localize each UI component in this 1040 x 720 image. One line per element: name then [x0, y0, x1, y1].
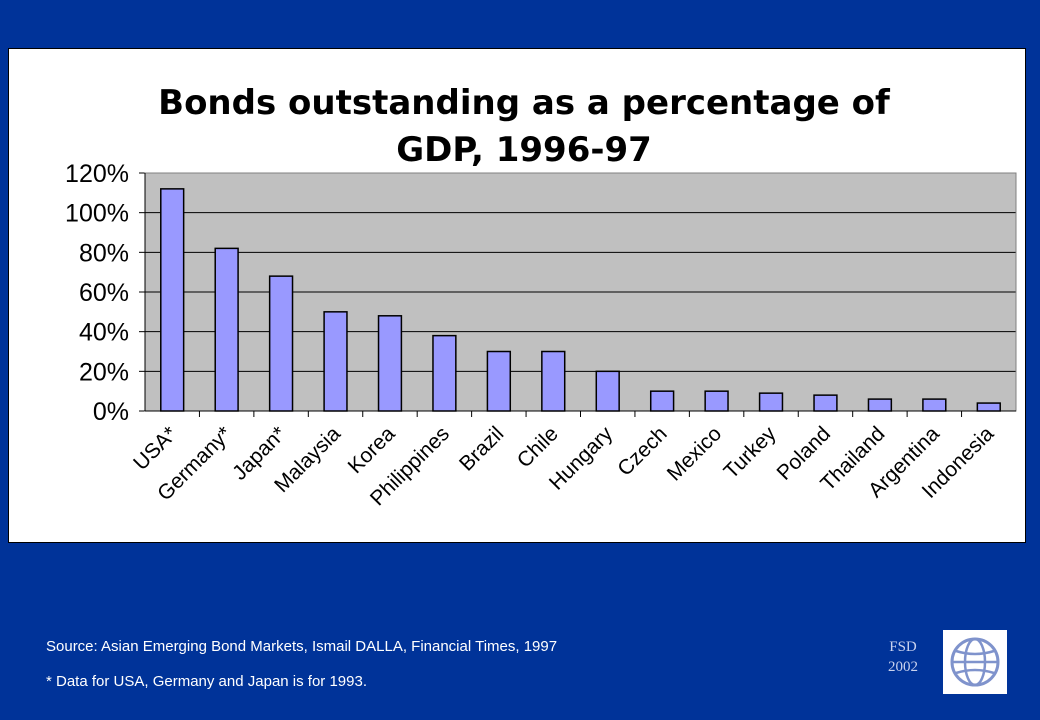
bar: [541, 350, 566, 412]
x-tick-label: Mexico: [663, 422, 726, 485]
bar: [268, 275, 294, 412]
bar: [595, 370, 620, 412]
bar: [160, 188, 185, 412]
bar: [813, 394, 838, 412]
bar: [976, 402, 1001, 412]
chart-title-line-1: Bonds outstanding as a percentage of: [158, 83, 891, 123]
bar: [649, 390, 675, 412]
bar: [867, 398, 893, 412]
bar: [323, 311, 348, 412]
globe-logo: [943, 630, 1007, 694]
y-tick-label: 0%: [93, 398, 129, 426]
y-tick-label: 120%: [65, 160, 129, 188]
x-tick-label: Brazil: [455, 422, 508, 475]
x-tick-label: Chile: [513, 422, 563, 472]
chart-panel: Bonds outstanding as a percentage of GDP…: [8, 48, 1026, 543]
fsd-year: 2002: [888, 659, 918, 675]
fsd-label: FSD 2002: [878, 637, 928, 677]
x-tick-label: Turkey: [719, 422, 780, 483]
y-tick-label: 100%: [65, 200, 129, 228]
x-tick-label: Czech: [613, 422, 671, 480]
globe-icon: [950, 637, 1000, 687]
fsd-text: FSD: [889, 639, 917, 655]
bar: [704, 390, 729, 412]
chart-title-line-2: GDP, 1996-97: [396, 130, 652, 170]
bar: [922, 398, 947, 412]
y-tick-label: 60%: [79, 279, 129, 307]
bar: [758, 392, 784, 412]
bar: [214, 247, 239, 412]
y-tick-label: 40%: [79, 319, 129, 347]
y-tick-label: 20%: [79, 358, 129, 386]
source-text: Source: Asian Emerging Bond Markets, Ism…: [46, 638, 558, 655]
bar: [486, 350, 512, 412]
y-tick-label: 80%: [79, 239, 129, 267]
footnote-text: * Data for USA, Germany and Japan is for…: [46, 673, 367, 690]
bar-chart: Bonds outstanding as a percentage of GDP…: [65, 83, 1017, 510]
plot-area: 0%20%40%60%80%100%120%USA*Germany*Japan*…: [65, 160, 1017, 510]
bar: [432, 334, 457, 412]
bar: [377, 315, 403, 412]
